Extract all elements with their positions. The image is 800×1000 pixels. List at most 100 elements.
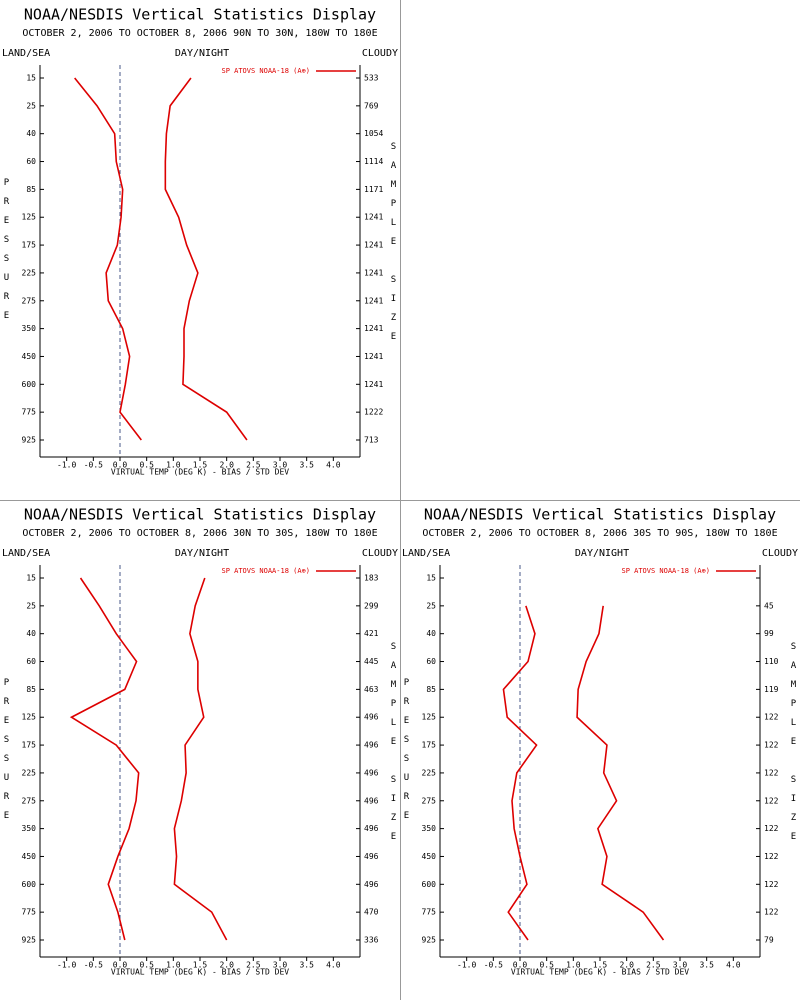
sample-size: 1241 <box>364 268 383 277</box>
sample-size: 122 <box>764 824 779 833</box>
x-tick-label: 2.0 <box>219 461 234 470</box>
sample-size: 336 <box>364 936 379 945</box>
y2-axis-label: SAMPLE SIZE <box>789 642 799 851</box>
sample-size: 1171 <box>364 185 383 194</box>
profile-line <box>74 77 142 441</box>
y-tick-label: 40 <box>26 129 36 138</box>
y-tick-label: 450 <box>422 852 437 861</box>
filter-label: LAND/SEA <box>2 548 50 559</box>
sample-size: 1054 <box>364 129 383 138</box>
x-tick-label: -0.5 <box>84 961 103 970</box>
legend-label: SP ATOVS NOAA-18 (A⊕) <box>221 67 310 75</box>
panel: NOAA/NESDIS Vertical Statistics Display O… <box>402 506 799 977</box>
x-tick-label: 0.5 <box>139 461 154 470</box>
y-tick-label: 125 <box>422 713 437 722</box>
x-tick-label: -1.0 <box>57 461 76 470</box>
y-tick-label: 15 <box>26 74 36 83</box>
chart-title: NOAA/NESDIS Vertical Statistics Display <box>424 506 776 524</box>
sample-size: 119 <box>764 685 779 694</box>
y-tick-label: 775 <box>422 908 437 917</box>
y-tick-label: 600 <box>422 880 437 889</box>
y-tick-label: 225 <box>22 268 37 277</box>
y-tick-label: 175 <box>422 741 437 750</box>
x-axis-label: VIRTUAL TEMP (DEG K) - BIAS / STD DEV <box>111 968 289 977</box>
sample-size: 496 <box>364 741 379 750</box>
sample-size: 1222 <box>364 408 383 417</box>
y-tick-label: 175 <box>22 741 37 750</box>
profile-line <box>576 605 665 941</box>
y-tick-label: 40 <box>26 629 36 638</box>
sample-size: 122 <box>764 713 779 722</box>
y-tick-label: 350 <box>22 324 37 333</box>
sample-size: 496 <box>364 824 379 833</box>
sample-size: 1241 <box>364 380 383 389</box>
sample-size: 1241 <box>364 213 383 222</box>
x-tick-label: -0.5 <box>84 461 103 470</box>
sample-size: 1241 <box>364 241 383 250</box>
x-tick-label: -1.0 <box>457 961 476 970</box>
sample-size: 45 <box>764 601 774 610</box>
chart-title: NOAA/NESDIS Vertical Statistics Display <box>24 506 376 524</box>
filter-label: CLOUDY <box>762 548 798 559</box>
x-axis-label: VIRTUAL TEMP (DEG K) - BIAS / STD DEV <box>111 468 289 477</box>
sample-size: 79 <box>764 936 774 945</box>
x-tick-label: 3.5 <box>299 961 314 970</box>
y-tick-label: 275 <box>22 796 37 805</box>
sample-size: 99 <box>764 629 774 638</box>
filter-label: LAND/SEA <box>2 48 50 59</box>
y-tick-label: 600 <box>22 380 37 389</box>
x-tick-label: 0.5 <box>139 961 154 970</box>
y-tick-label: 925 <box>422 936 437 945</box>
y-tick-label: 60 <box>26 657 36 666</box>
x-tick-label: 1.0 <box>166 461 181 470</box>
y-tick-label: 225 <box>22 768 37 777</box>
sample-size: 496 <box>364 852 379 861</box>
y-tick-label: 350 <box>22 824 37 833</box>
chart-subtitle: OCTOBER 2, 2006 TO OCTOBER 8, 2006 30N T… <box>22 528 377 539</box>
x-tick-label: 3.0 <box>273 961 288 970</box>
chart-subtitle: OCTOBER 2, 2006 TO OCTOBER 8, 2006 90N T… <box>22 28 377 39</box>
sample-size: 1241 <box>364 324 383 333</box>
y-axis-label: PRESSURE <box>2 178 12 330</box>
x-tick-label: 3.5 <box>699 961 714 970</box>
sample-size: 463 <box>364 685 379 694</box>
y-tick-label: 125 <box>22 713 37 722</box>
y-tick-label: 925 <box>22 936 37 945</box>
y-tick-label: 15 <box>26 574 36 583</box>
x-tick-label: 1.0 <box>166 961 181 970</box>
x-tick-label: 0.0 <box>113 461 128 470</box>
sample-size: 122 <box>764 852 779 861</box>
sample-size: 496 <box>364 796 379 805</box>
filter-label: DAY/NIGHT <box>575 548 629 559</box>
x-axis-label: VIRTUAL TEMP (DEG K) - BIAS / STD DEV <box>511 968 689 977</box>
profile-line <box>502 605 538 941</box>
y-tick-label: 775 <box>22 408 37 417</box>
x-tick-label: 1.5 <box>193 961 208 970</box>
sample-size: 445 <box>364 657 379 666</box>
x-tick-label: 2.5 <box>646 961 661 970</box>
sample-size: 1114 <box>364 157 383 166</box>
y-axis-label: PRESSURE <box>2 678 12 830</box>
filter-label: DAY/NIGHT <box>175 48 229 59</box>
x-tick-label: 2.0 <box>219 961 234 970</box>
x-tick-label: 4.0 <box>326 461 341 470</box>
filter-label: CLOUDY <box>362 48 398 59</box>
sample-size: 470 <box>364 908 379 917</box>
sample-size: 122 <box>764 768 779 777</box>
x-tick-label: 3.5 <box>299 461 314 470</box>
y-tick-label: 450 <box>22 852 37 861</box>
y-tick-label: 15 <box>426 574 436 583</box>
sample-size: 299 <box>364 601 379 610</box>
sample-size: 122 <box>764 908 779 917</box>
sample-size: 713 <box>364 436 379 445</box>
x-tick-label: 4.0 <box>326 961 341 970</box>
x-tick-label: 2.5 <box>246 961 261 970</box>
x-tick-label: 0.0 <box>513 961 528 970</box>
y-tick-label: 225 <box>422 768 437 777</box>
y-tick-label: 85 <box>26 685 36 694</box>
x-tick-label: 3.0 <box>273 461 288 470</box>
y-axis-label: PRESSURE <box>402 678 412 830</box>
profile-line <box>69 577 140 941</box>
x-tick-label: -1.0 <box>57 961 76 970</box>
